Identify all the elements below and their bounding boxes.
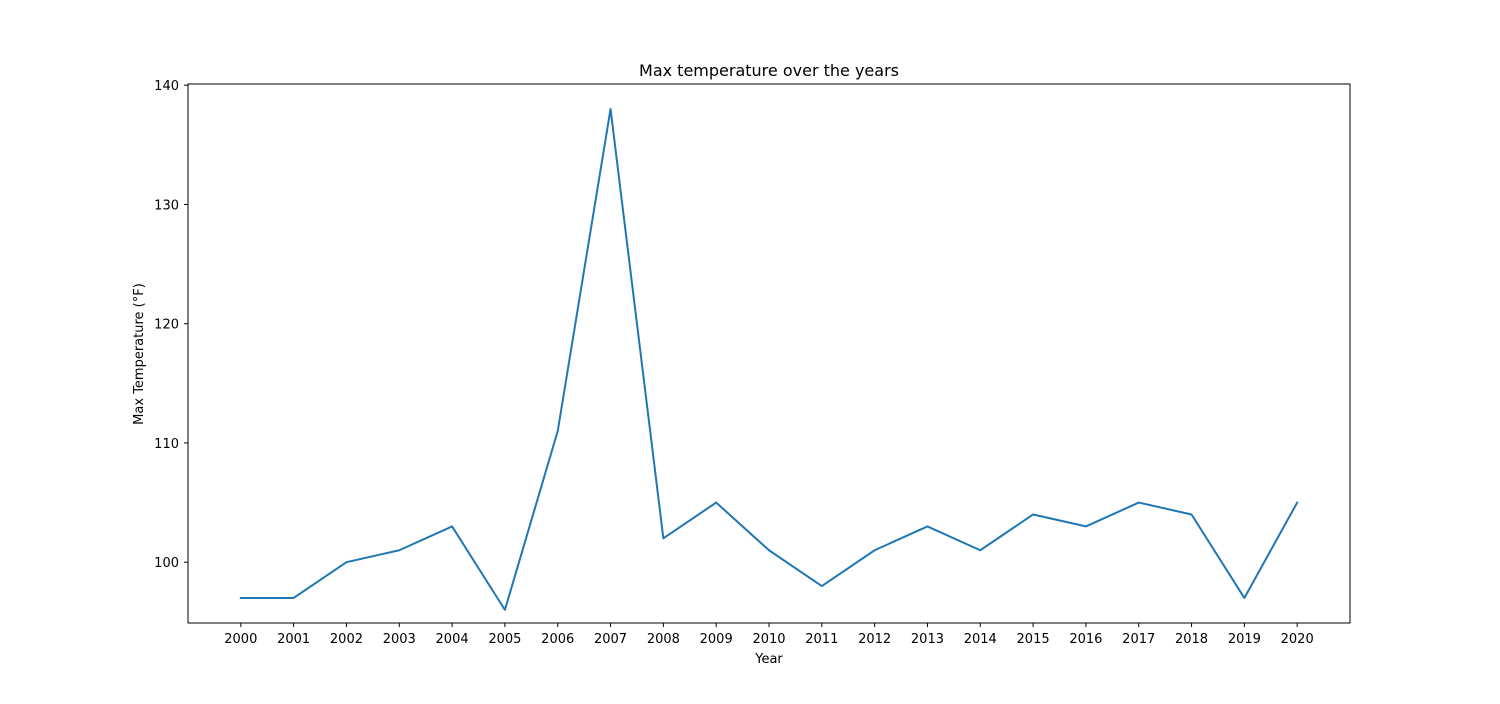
x-tick-label: 2010 xyxy=(752,632,785,647)
x-tick-label: 2003 xyxy=(383,632,416,647)
x-tick-label: 2019 xyxy=(1228,632,1261,647)
y-tick-label: 130 xyxy=(154,198,179,213)
x-tick-label: 2012 xyxy=(858,632,891,647)
x-tick-label: 2001 xyxy=(277,632,310,647)
x-tick-label: 2018 xyxy=(1175,632,1208,647)
plot-area: 2000 2001 2002 2003 2004 2005 2006 2007 2008 2009… xyxy=(154,79,1351,647)
x-tick-label: 2009 xyxy=(700,632,733,647)
plot-frame xyxy=(187,83,1351,624)
x-tick-label: 2011 xyxy=(805,632,838,647)
y-tick-label: 100 xyxy=(154,556,179,571)
x-tick-label: 2014 xyxy=(964,632,997,647)
y-tick-label: 110 xyxy=(154,437,179,452)
x-tick-label: 2002 xyxy=(330,632,363,647)
x-tick-label: 2020 xyxy=(1281,632,1314,647)
x-tick-label: 2015 xyxy=(1017,632,1050,647)
x-tick-label: 2005 xyxy=(488,632,521,647)
y-axis-label: Max Temperature (°F) xyxy=(132,283,147,425)
x-tick-label: 2007 xyxy=(594,632,627,647)
series-line xyxy=(239,108,1299,611)
x-tick-label: 2000 xyxy=(224,632,257,647)
x-tick-label: 2017 xyxy=(1122,632,1155,647)
x-tick-label: 2004 xyxy=(436,632,469,647)
y-tick-label: 140 xyxy=(154,79,179,94)
y-tick-label: 120 xyxy=(154,318,179,333)
x-tick-label: 2006 xyxy=(541,632,574,647)
x-tick-label: 2016 xyxy=(1069,632,1102,647)
x-tick-label: 2008 xyxy=(647,632,680,647)
chart-title: Max temperature over the years xyxy=(639,61,899,80)
x-tick-label: 2013 xyxy=(911,632,944,647)
x-axis-label: Year xyxy=(754,652,783,667)
